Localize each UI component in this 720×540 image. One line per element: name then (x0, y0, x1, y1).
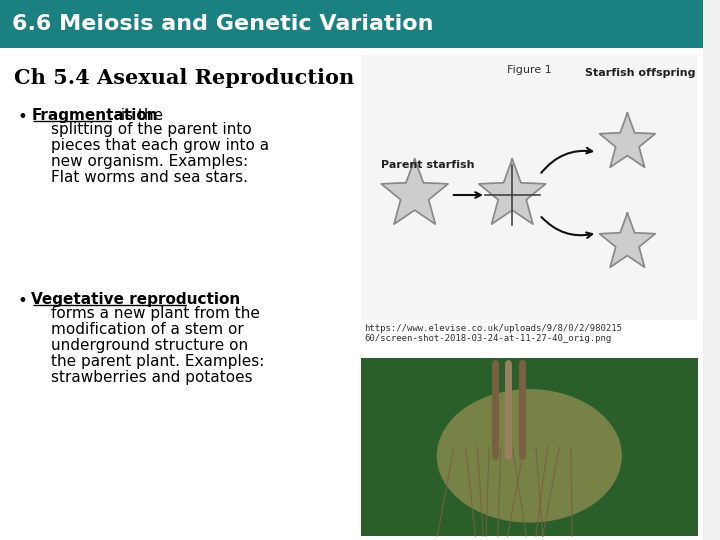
Text: is the: is the (116, 108, 163, 123)
Text: strawberries and potatoes: strawberries and potatoes (50, 370, 253, 385)
FancyBboxPatch shape (0, 0, 703, 48)
Text: Parent starfish: Parent starfish (381, 160, 474, 170)
Text: 6.6 Meiosis and Genetic Variation: 6.6 Meiosis and Genetic Variation (12, 14, 433, 34)
Text: Figure 1: Figure 1 (507, 65, 552, 75)
Text: •: • (17, 108, 27, 126)
Text: splitting of the parent into: splitting of the parent into (50, 122, 251, 137)
Text: Flat worms and sea stars.: Flat worms and sea stars. (50, 170, 248, 185)
Text: Vegetative reproduction: Vegetative reproduction (31, 292, 240, 307)
FancyBboxPatch shape (361, 358, 698, 536)
Polygon shape (600, 213, 655, 267)
Text: pieces that each grow into a: pieces that each grow into a (50, 138, 269, 153)
FancyBboxPatch shape (361, 55, 698, 320)
Text: the parent plant. Examples:: the parent plant. Examples: (50, 354, 264, 369)
Text: modification of a stem or: modification of a stem or (50, 322, 243, 337)
Polygon shape (382, 159, 448, 224)
FancyBboxPatch shape (0, 48, 703, 540)
Ellipse shape (437, 389, 622, 523)
Text: https://www.elevise.co.uk/uploads/9/8/0/2/980215
60/screen-shot-2018-03-24-at-11: https://www.elevise.co.uk/uploads/9/8/0/… (364, 324, 622, 343)
Text: underground structure on: underground structure on (50, 338, 248, 353)
Text: Ch 5.4 Asexual Reproduction: Ch 5.4 Asexual Reproduction (14, 68, 354, 88)
Text: forms a new plant from the: forms a new plant from the (50, 306, 260, 321)
Polygon shape (479, 159, 546, 224)
Text: new organism. Examples:: new organism. Examples: (50, 154, 248, 169)
Text: •: • (17, 292, 27, 310)
Text: Fragmentation: Fragmentation (31, 108, 158, 123)
Polygon shape (600, 113, 655, 167)
Text: Starfish offspring: Starfish offspring (585, 68, 696, 78)
